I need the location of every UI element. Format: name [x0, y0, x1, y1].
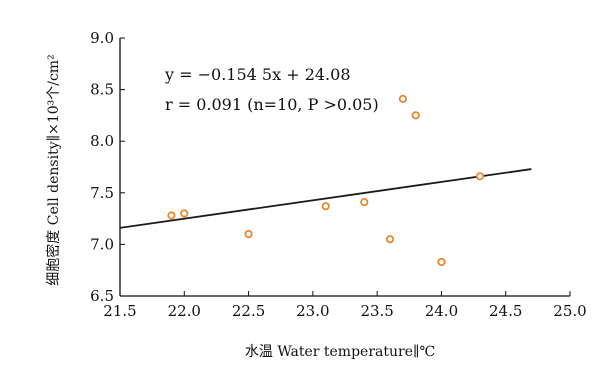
data-point [411, 111, 420, 120]
data-point [244, 229, 253, 239]
x-tick-label: 21.5 [103, 302, 136, 320]
x-tick-label: 22.5 [232, 302, 265, 320]
regression-stats: r = 0.091 (n=10, P >0.05) [165, 95, 379, 114]
y-tick-label: 8.5 [90, 81, 114, 99]
data-point [398, 94, 407, 103]
y-tick-label: 6.5 [90, 287, 114, 305]
regression-equation: y = −0.154 5x + 24.08 [164, 65, 351, 84]
data-point [321, 202, 330, 211]
trend-line [119, 168, 532, 229]
tick-labels: 21.5 22.0 22.5 23.0 23.5 24.0 24.5 25.0 6.5 7.0 7.… [90, 29, 587, 320]
data-point [167, 211, 176, 220]
x-tick-label: 24.0 [425, 302, 458, 320]
x-tick-label: 23.0 [296, 302, 329, 320]
data-point [437, 257, 446, 267]
x-tick-label: 22.0 [168, 302, 201, 320]
x-tick-label: 25.0 [553, 302, 586, 320]
y-tick-label: 9.0 [90, 29, 114, 47]
data-points [167, 94, 485, 267]
y-tick-label: 8.0 [90, 132, 114, 150]
y-tick-label: 7.0 [90, 235, 114, 253]
y-axis-title: 细胞密度 Cell density∥×10³个/cm² [45, 54, 62, 285]
data-point [180, 209, 189, 218]
data-point [475, 172, 485, 181]
y-tick-label: 7.5 [90, 184, 114, 202]
x-tick-label: 24.5 [489, 302, 522, 320]
x-axis-title: 水温 Water temperature∥℃ [245, 344, 435, 360]
x-tick-label: 23.5 [360, 302, 393, 320]
axes [119, 37, 571, 297]
data-point [385, 235, 395, 244]
data-point [360, 197, 369, 207]
